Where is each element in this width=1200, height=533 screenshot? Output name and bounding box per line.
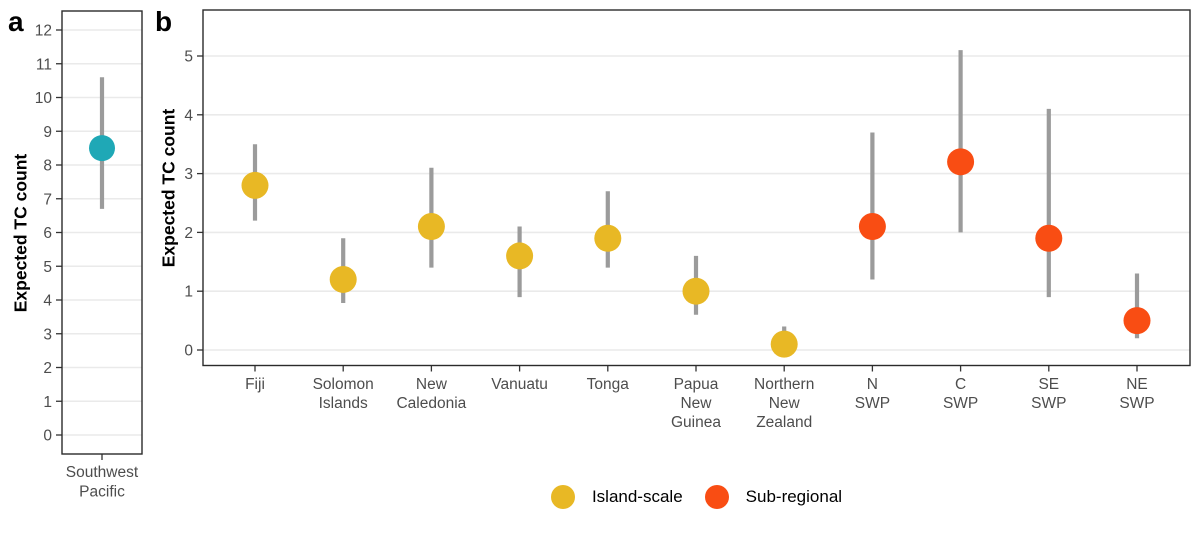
data-point <box>858 213 886 241</box>
legend-item-sub-regional: Sub-regional <box>704 485 843 509</box>
data-point <box>241 171 269 199</box>
sub-regional-dot-icon <box>704 485 729 509</box>
data-point <box>89 135 115 162</box>
x-category-label: Tonga <box>587 376 630 393</box>
x-category-label: New Caledonia <box>396 376 466 412</box>
y-tick-label: 5 <box>43 259 52 276</box>
x-category-label: SE SWP <box>1031 376 1066 412</box>
y-tick-label: 0 <box>43 428 52 445</box>
y-tick-label: 9 <box>43 124 52 141</box>
x-category-label: Southwest Pacific <box>66 464 139 501</box>
legend-item-island-scale: Island-scale <box>550 485 683 509</box>
data-point <box>417 213 445 241</box>
legend: Island-scale Sub-regional <box>203 483 1190 511</box>
y-tick-label: 4 <box>43 293 52 310</box>
y-tick-label: 0 <box>184 343 193 360</box>
data-point <box>1123 307 1151 335</box>
data-point <box>506 242 534 270</box>
y-tick-label: 12 <box>35 23 52 40</box>
island-scale-dot-icon <box>550 485 575 509</box>
panel-a-label: a <box>8 6 24 37</box>
y-tick-label: 7 <box>43 191 52 208</box>
y-tick-label: 4 <box>184 107 193 124</box>
x-category-label: Solomon Islands <box>313 376 374 412</box>
y-tick-label: 5 <box>184 49 193 66</box>
y-tick-label: 6 <box>43 225 52 242</box>
x-category-label: Northern New Zealand <box>754 376 814 431</box>
y-tick-label: 3 <box>43 326 52 343</box>
x-category-label: N SWP <box>855 376 890 412</box>
x-category-label: Vanuatu <box>491 376 548 393</box>
legend-label: Sub-regional <box>745 487 843 506</box>
x-category-label: Fiji <box>245 376 265 393</box>
data-point <box>947 148 975 176</box>
data-point <box>594 224 622 252</box>
x-category-label: Papua New Guinea <box>671 376 721 431</box>
data-point <box>682 277 710 305</box>
data-point <box>770 330 798 358</box>
y-tick-label: 2 <box>184 225 193 242</box>
y-tick-label: 2 <box>43 360 52 377</box>
y-tick-label: 11 <box>36 56 52 73</box>
panel-border <box>61 10 143 455</box>
y-tick-label: 10 <box>35 90 53 107</box>
y-tick-label: 8 <box>43 158 52 175</box>
y-tick-label: 1 <box>184 284 193 301</box>
y-tick-label: 3 <box>184 166 193 183</box>
x-category-label: NE SWP <box>1119 376 1154 412</box>
x-category-label: C SWP <box>943 376 978 412</box>
panel-b-label: b <box>155 6 173 37</box>
data-point <box>1035 224 1063 252</box>
y-tick-label: 1 <box>43 394 52 411</box>
data-point <box>329 265 357 293</box>
panel-border <box>202 9 1191 367</box>
legend-label: Island-scale <box>591 487 683 506</box>
